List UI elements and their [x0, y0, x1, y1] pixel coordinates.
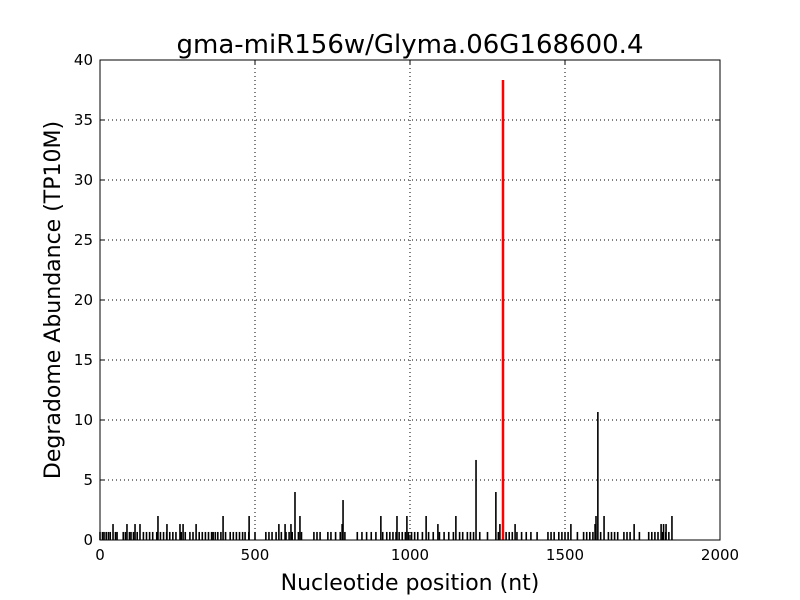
y-tick-label: 30	[74, 171, 93, 189]
y-tick-label: 25	[74, 231, 93, 249]
y-axis-label: Degradome Abundance (TP10M)	[41, 121, 66, 479]
x-tick-label: 1000	[391, 546, 429, 564]
ticks: 0 500 1000 1500 2000 0 5 10 15 20 25 30 35 40	[74, 51, 739, 564]
y-tick-label: 40	[74, 51, 93, 69]
chart-title: gma-miR156w/Glyma.06G168600.4	[177, 30, 644, 60]
x-tick-label: 0	[95, 546, 105, 564]
y-tick-label: 10	[74, 411, 93, 429]
y-tick-label: 0	[83, 531, 93, 549]
bars	[99, 80, 673, 540]
y-tick-label: 15	[74, 351, 93, 369]
plot-frame	[99, 59, 721, 541]
x-tick-label: 500	[241, 546, 270, 564]
x-tick-label: 2000	[701, 546, 739, 564]
y-tick-label: 35	[74, 111, 93, 129]
x-tick-label: 1500	[546, 546, 584, 564]
x-axis-label: Nucleotide position (nt)	[281, 571, 540, 596]
grid	[100, 60, 720, 540]
y-tick-label: 5	[83, 471, 93, 489]
y-tick-label: 20	[74, 291, 93, 309]
